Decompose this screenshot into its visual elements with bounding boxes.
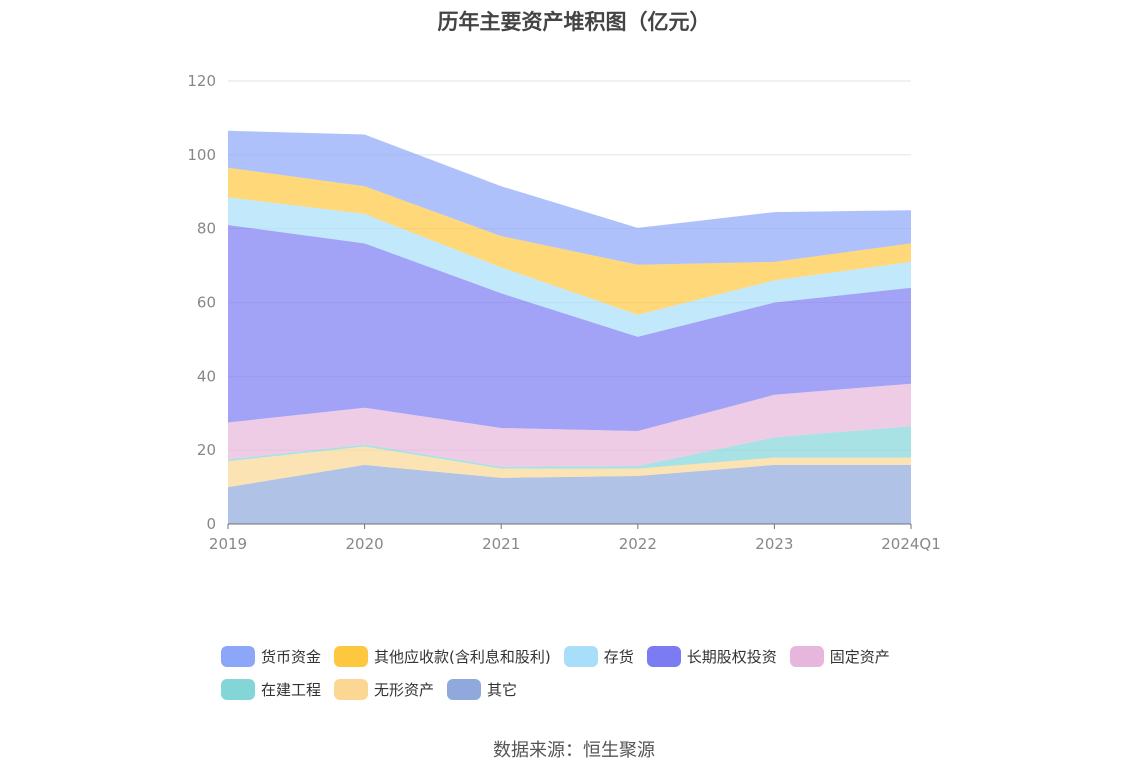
- legend: 货币资金 其他应收款(含利息和股利) 存货 长期股权投资 固定资产 在建工程 无形资产 其它: [221, 640, 981, 706]
- y-tick-label: 40: [197, 367, 216, 385]
- area-series: [228, 130, 911, 524]
- x-tick-label: 2023: [755, 535, 793, 553]
- legend-swatch: [646, 646, 681, 667]
- area-无形资产[interactable]: [228, 446, 911, 488]
- legend-swatch: [334, 646, 369, 667]
- legend-swatch: [563, 646, 598, 667]
- legend-item[interactable]: 固定资产: [789, 646, 890, 667]
- legend-label: 无形资产: [374, 681, 435, 699]
- source-note: 数据来源：恒生聚源: [493, 740, 655, 761]
- x-tick-label: 2021: [482, 535, 520, 553]
- y-tick-label: 0: [206, 515, 216, 533]
- x-tick-label: 2024Q1: [881, 535, 941, 553]
- legend-item[interactable]: 其它: [447, 679, 517, 700]
- legend-item[interactable]: 存货: [563, 646, 634, 667]
- legend-label: 其它: [487, 681, 518, 699]
- legend-row: 货币资金 其他应收款(含利息和股利) 存货 长期股权投资 固定资产: [221, 640, 981, 673]
- stacked-area-chart: 0 20 40 60 80 100 120 2019 2020 2021 2022 2023 2024Q…: [187, 72, 940, 553]
- legend-item[interactable]: 长期股权投资: [646, 646, 777, 667]
- legend-item[interactable]: 其他应收款(含利息和股利): [334, 646, 551, 667]
- x-tick-label: 2022: [619, 535, 657, 553]
- legend-label: 长期股权投资: [686, 648, 777, 666]
- x-tick-label: 2019: [209, 535, 247, 553]
- y-tick-label: 20: [197, 441, 216, 459]
- legend-label: 固定资产: [829, 648, 890, 666]
- legend-label: 存货: [603, 648, 634, 666]
- y-tick-label: 120: [187, 72, 216, 90]
- y-tick-label: 80: [197, 220, 216, 238]
- axes: 0 20 40 60 80 100 120 2019 2020 2021 2022 2023 2024Q…: [187, 72, 940, 553]
- legend-swatch: [789, 646, 824, 667]
- area-其它[interactable]: [228, 464, 911, 524]
- legend-swatch: [221, 646, 255, 667]
- legend-item[interactable]: 货币资金: [221, 646, 321, 667]
- chart-title: 历年主要资产堆积图（亿元）: [437, 10, 711, 34]
- y-tick-label: 100: [187, 146, 216, 164]
- legend-swatch: [221, 679, 255, 700]
- legend-row: 在建工程 无形资产 其它: [221, 673, 981, 706]
- legend-label: 在建工程: [261, 681, 322, 699]
- legend-swatch: [334, 679, 369, 700]
- area-其他应收款(含利息和股利)[interactable]: [228, 167, 911, 315]
- x-tick-label: 2020: [346, 535, 384, 553]
- legend-label: 货币资金: [261, 648, 322, 666]
- y-tick-label: 60: [197, 294, 216, 312]
- legend-item[interactable]: 无形资产: [334, 679, 434, 700]
- legend-swatch: [447, 679, 482, 700]
- area-在建工程[interactable]: [228, 426, 911, 469]
- legend-item[interactable]: 在建工程: [221, 679, 321, 700]
- area-货币资金[interactable]: [228, 130, 911, 265]
- legend-label: 其他应收款(含利息和股利): [374, 648, 551, 666]
- area-长期股权投资[interactable]: [228, 225, 911, 431]
- area-存货[interactable]: [228, 197, 911, 337]
- area-固定资产[interactable]: [228, 383, 911, 467]
